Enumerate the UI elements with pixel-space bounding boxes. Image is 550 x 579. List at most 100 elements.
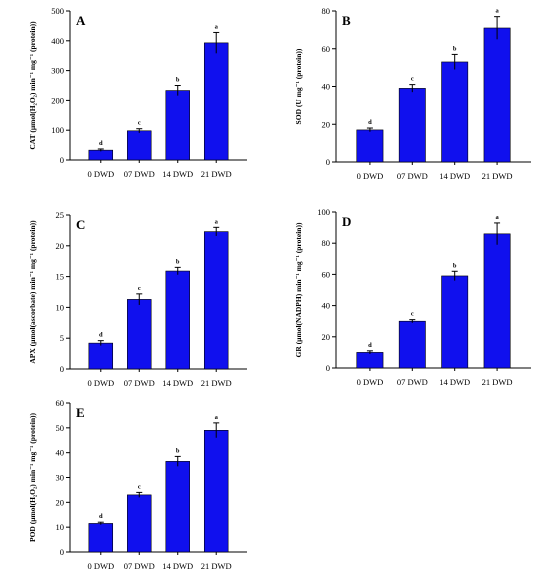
x-category-label: 0 DWD: [87, 561, 114, 571]
y-tick-label: 20: [56, 497, 65, 507]
significance-letter: c: [138, 483, 141, 490]
significance-letter: c: [411, 311, 414, 318]
bar: [165, 90, 190, 161]
y-tick-label: 10: [56, 302, 65, 312]
chart-panel-b: 0 20 40 60 80 SOD (U mg⁻¹ (protein)) Bd 0 DWD c 0…: [294, 6, 531, 181]
panel-letter: B: [342, 13, 351, 28]
y-axis-title: POD (µmol(H₂O₂) min⁻¹ mg⁻¹ (protein)): [28, 413, 37, 542]
y-tick-label: 300: [51, 66, 64, 76]
y-tick-label: 20: [322, 332, 331, 342]
x-category-label: 21 DWD: [482, 377, 513, 387]
x-category-label: 21 DWD: [482, 171, 513, 181]
bar: [356, 129, 384, 163]
panel-letter: E: [76, 405, 85, 420]
bar: [127, 299, 152, 370]
panel-letter: C: [76, 217, 85, 232]
y-tick-label: 400: [51, 36, 64, 46]
bar: [441, 61, 469, 163]
y-tick-label: 0: [60, 364, 64, 374]
x-category-label: 07 DWD: [397, 377, 428, 387]
x-category-label: 07 DWD: [124, 561, 155, 571]
x-category-label: 14 DWD: [439, 171, 470, 181]
x-category-label: 14 DWD: [162, 378, 193, 388]
y-tick-label: 20: [56, 241, 65, 251]
y-tick-label: 40: [56, 448, 65, 458]
y-tick-label: 500: [51, 6, 64, 16]
significance-letter: b: [453, 45, 457, 52]
significance-letter: d: [368, 342, 372, 349]
significance-letter: a: [215, 23, 219, 30]
y-tick-label: 200: [51, 95, 64, 105]
y-tick-label: 25: [56, 210, 65, 220]
bar: [483, 233, 511, 369]
x-category-label: 0 DWD: [357, 377, 384, 387]
bar: [203, 430, 229, 553]
chart-panel-e: 0 10 20 30 40 50 60 POD (µmol(H₂O₂) min⁻¹ mg⁻¹ …: [28, 398, 247, 571]
bar: [165, 270, 190, 370]
significance-letter: c: [138, 120, 141, 127]
chart-panel-c: 0 5 10 15 20 25 APX (µmol(ascorbate) min⁻¹ mg⁻…: [28, 210, 247, 388]
significance-letter: a: [215, 218, 219, 225]
significance-letter: c: [138, 285, 141, 292]
x-category-label: 07 DWD: [124, 169, 155, 179]
y-tick-label: 100: [51, 125, 64, 135]
bar: [88, 342, 114, 370]
y-axis-title: CAT (µmol(H₂O₂) min⁻¹ mg⁻¹ (protein)): [28, 21, 37, 150]
significance-letter: b: [453, 262, 457, 269]
bar: [356, 352, 384, 369]
significance-letter: d: [368, 119, 372, 126]
significance-letter: d: [99, 140, 103, 147]
significance-letter: b: [176, 77, 180, 84]
bar: [483, 27, 511, 163]
x-category-label: 0 DWD: [87, 378, 114, 388]
y-tick-label: 40: [322, 301, 331, 311]
bar: [127, 494, 152, 553]
bar: [441, 275, 469, 369]
x-category-label: 07 DWD: [124, 378, 155, 388]
bar: [398, 320, 426, 369]
y-tick-label: 20: [322, 119, 331, 129]
significance-letter: a: [495, 8, 499, 15]
y-tick-label: 5: [60, 333, 64, 343]
y-tick-label: 15: [56, 272, 65, 282]
bar: [203, 42, 229, 161]
significance-letter: a: [215, 414, 219, 421]
x-category-label: 0 DWD: [357, 171, 384, 181]
significance-letter: d: [99, 513, 103, 520]
chart-panel-d: 0 20 40 60 80 100 GR (µmol(NADPH) min⁻¹ mg⁻¹ (…: [294, 207, 531, 387]
significance-letter: a: [495, 214, 499, 221]
bar: [398, 88, 426, 163]
y-tick-label: 30: [56, 473, 65, 483]
y-tick-label: 100: [317, 207, 330, 217]
y-tick-label: 0: [60, 155, 64, 165]
y-axis-title: SOD (U mg⁻¹ (protein)): [294, 48, 303, 124]
y-tick-label: 80: [322, 238, 331, 248]
significance-letter: b: [176, 447, 180, 454]
bar: [203, 231, 229, 370]
y-axis-title: APX (µmol(ascorbate) min⁻¹ mg⁻¹ (protein…: [28, 220, 37, 364]
y-tick-label: 60: [56, 398, 65, 408]
y-tick-label: 60: [322, 269, 331, 279]
x-category-label: 0 DWD: [87, 169, 114, 179]
y-tick-label: 80: [322, 6, 331, 16]
panel-letter: D: [342, 214, 351, 229]
bar: [165, 461, 190, 553]
y-tick-label: 40: [322, 82, 331, 92]
significance-letter: c: [411, 76, 414, 83]
x-category-label: 14 DWD: [162, 169, 193, 179]
bar: [88, 523, 114, 553]
x-category-label: 21 DWD: [201, 378, 232, 388]
y-tick-label: 0: [60, 547, 64, 557]
bar: [127, 130, 152, 161]
x-category-label: 07 DWD: [397, 171, 428, 181]
x-category-label: 21 DWD: [201, 169, 232, 179]
y-axis-title: GR (µmol(NADPH) min⁻¹ mg⁻¹ (protein)): [294, 222, 303, 357]
x-category-label: 14 DWD: [439, 377, 470, 387]
significance-letter: d: [99, 332, 103, 339]
y-tick-label: 10: [56, 522, 65, 532]
y-tick-label: 50: [56, 423, 65, 433]
y-tick-label: 0: [326, 363, 330, 373]
y-tick-label: 0: [326, 157, 330, 167]
